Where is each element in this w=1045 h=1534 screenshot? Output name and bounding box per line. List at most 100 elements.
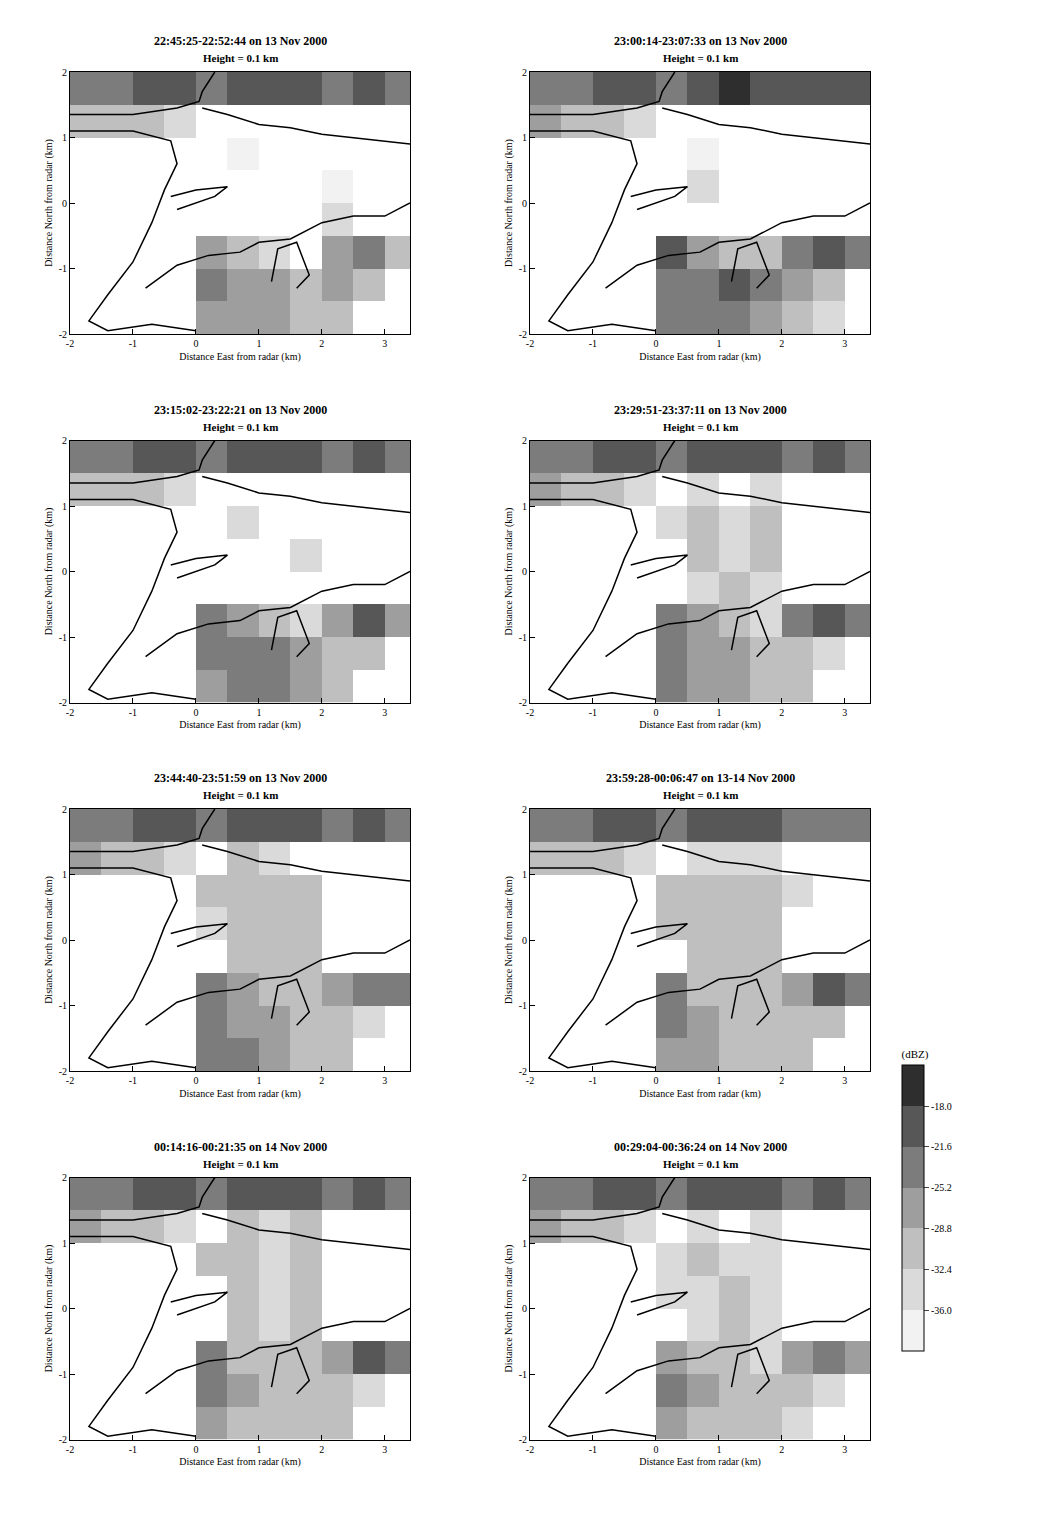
svg-text:1: 1 [522, 1238, 527, 1249]
svg-text:0: 0 [62, 198, 67, 209]
svg-text:-2: -2 [519, 1066, 527, 1077]
svg-text:-1: -1 [59, 263, 67, 274]
svg-text:Distance North from radar (km): Distance North from radar (km) [503, 139, 515, 267]
svg-text:-2: -2 [59, 1434, 67, 1445]
svg-text:0: 0 [522, 935, 527, 946]
svg-text:0: 0 [653, 338, 658, 349]
svg-text:Distance East from radar (km): Distance East from radar (km) [639, 1088, 761, 1100]
svg-text:-2: -2 [519, 697, 527, 708]
svg-text:1: 1 [256, 1075, 261, 1086]
svg-text:23:15:02-23:22:21 on 13 Nov 20: 23:15:02-23:22:21 on 13 Nov 2000 [154, 403, 327, 417]
svg-text:-2: -2 [59, 1066, 67, 1077]
svg-text:-18.0: -18.0 [931, 1101, 952, 1112]
svg-text:Distance East from radar (km): Distance East from radar (km) [639, 1456, 761, 1468]
svg-text:2: 2 [319, 1075, 324, 1086]
svg-text:-1: -1 [589, 1444, 597, 1455]
svg-text:3: 3 [382, 1444, 387, 1455]
svg-text:0: 0 [522, 1303, 527, 1314]
svg-text:2: 2 [319, 1444, 324, 1455]
svg-text:3: 3 [842, 707, 847, 718]
svg-text:23:59:28-00:06:47 on 13-14 Nov: 23:59:28-00:06:47 on 13-14 Nov 2000 [606, 771, 795, 785]
svg-text:Height = 0.1 km: Height = 0.1 km [203, 421, 278, 433]
svg-text:0: 0 [193, 1075, 198, 1086]
svg-text:1: 1 [62, 1238, 67, 1249]
svg-text:Distance North from radar (km): Distance North from radar (km) [503, 1245, 515, 1373]
svg-text:-36.0: -36.0 [931, 1305, 952, 1316]
svg-text:0: 0 [62, 935, 67, 946]
svg-text:-1: -1 [589, 1075, 597, 1086]
svg-text:2: 2 [62, 435, 67, 446]
svg-text:Height = 0.1 km: Height = 0.1 km [663, 789, 738, 801]
svg-text:3: 3 [842, 338, 847, 349]
svg-text:Distance North from radar (km): Distance North from radar (km) [43, 1245, 55, 1373]
svg-text:0: 0 [653, 1444, 658, 1455]
svg-text:Distance North from radar (km): Distance North from radar (km) [43, 139, 55, 267]
svg-text:-1: -1 [519, 263, 527, 274]
svg-text:-2: -2 [526, 1444, 534, 1455]
svg-text:Height = 0.1 km: Height = 0.1 km [663, 1158, 738, 1170]
svg-text:-2: -2 [519, 1434, 527, 1445]
svg-text:Distance East from radar (km): Distance East from radar (km) [639, 351, 761, 363]
svg-text:Distance East from radar (km): Distance East from radar (km) [179, 351, 301, 363]
svg-text:(dBZ): (dBZ) [902, 1048, 929, 1061]
svg-text:1: 1 [716, 1444, 721, 1455]
svg-text:1: 1 [716, 338, 721, 349]
svg-text:2: 2 [779, 707, 784, 718]
svg-text:-1: -1 [519, 632, 527, 643]
svg-text:Distance East from radar (km): Distance East from radar (km) [179, 1088, 301, 1100]
svg-text:2: 2 [62, 1172, 67, 1183]
svg-text:23:29:51-23:37:11 on 13 Nov 20: 23:29:51-23:37:11 on 13 Nov 2000 [614, 403, 787, 417]
svg-text:-2: -2 [59, 697, 67, 708]
svg-text:Height = 0.1 km: Height = 0.1 km [663, 52, 738, 64]
svg-text:-1: -1 [59, 1369, 67, 1380]
svg-text:2: 2 [319, 707, 324, 718]
svg-text:Distance East from radar (km): Distance East from radar (km) [179, 1456, 301, 1468]
svg-text:23:44:40-23:51:59 on 13 Nov 20: 23:44:40-23:51:59 on 13 Nov 2000 [154, 771, 327, 785]
svg-text:1: 1 [256, 338, 261, 349]
svg-text:Distance North from radar (km): Distance North from radar (km) [503, 876, 515, 1004]
svg-text:-2: -2 [59, 329, 67, 340]
svg-text:0: 0 [62, 566, 67, 577]
svg-text:2: 2 [522, 1172, 527, 1183]
svg-text:-1: -1 [129, 1075, 137, 1086]
svg-text:2: 2 [62, 67, 67, 78]
svg-text:-2: -2 [66, 1444, 74, 1455]
svg-text:-21.6: -21.6 [931, 1141, 952, 1152]
svg-text:0: 0 [193, 707, 198, 718]
svg-text:0: 0 [193, 1444, 198, 1455]
svg-text:-2: -2 [66, 338, 74, 349]
svg-text:Distance North from radar (km): Distance North from radar (km) [503, 508, 515, 636]
svg-text:Distance North from radar (km): Distance North from radar (km) [43, 508, 55, 636]
svg-text:-1: -1 [519, 1000, 527, 1011]
svg-text:-25.2: -25.2 [931, 1182, 952, 1193]
svg-text:0: 0 [653, 1075, 658, 1086]
svg-text:Height = 0.1 km: Height = 0.1 km [203, 789, 278, 801]
svg-text:2: 2 [522, 435, 527, 446]
svg-text:2: 2 [779, 1444, 784, 1455]
svg-text:-1: -1 [59, 1000, 67, 1011]
svg-text:1: 1 [256, 1444, 261, 1455]
svg-text:1: 1 [62, 132, 67, 143]
svg-text:1: 1 [256, 707, 261, 718]
svg-text:23:00:14-23:07:33 on 13 Nov 20: 23:00:14-23:07:33 on 13 Nov 2000 [614, 34, 787, 48]
svg-text:3: 3 [842, 1075, 847, 1086]
svg-text:3: 3 [382, 338, 387, 349]
svg-text:3: 3 [382, 1075, 387, 1086]
svg-text:0: 0 [522, 198, 527, 209]
svg-text:1: 1 [62, 869, 67, 880]
svg-text:-2: -2 [66, 707, 74, 718]
svg-text:2: 2 [319, 338, 324, 349]
svg-text:-2: -2 [519, 329, 527, 340]
svg-text:2: 2 [522, 804, 527, 815]
svg-text:-2: -2 [66, 1075, 74, 1086]
svg-text:1: 1 [522, 132, 527, 143]
svg-text:-1: -1 [129, 338, 137, 349]
svg-text:-1: -1 [129, 707, 137, 718]
svg-text:-1: -1 [59, 632, 67, 643]
svg-text:0: 0 [193, 338, 198, 349]
svg-text:Height = 0.1 km: Height = 0.1 km [663, 421, 738, 433]
svg-text:-1: -1 [589, 338, 597, 349]
svg-text:1: 1 [522, 869, 527, 880]
svg-text:3: 3 [382, 707, 387, 718]
svg-text:-2: -2 [526, 1075, 534, 1086]
